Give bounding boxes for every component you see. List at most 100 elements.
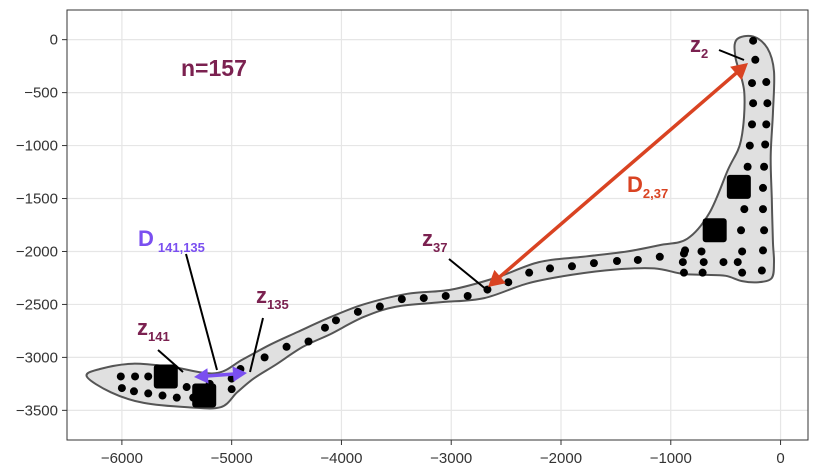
data-point bbox=[697, 247, 706, 256]
n-label: n=157 bbox=[181, 55, 247, 81]
data-point bbox=[144, 389, 153, 398]
data-point bbox=[757, 266, 766, 275]
data-point bbox=[748, 120, 757, 129]
data-point bbox=[743, 162, 752, 171]
data-point bbox=[546, 264, 555, 273]
data-point bbox=[698, 268, 707, 277]
data-point bbox=[733, 258, 742, 267]
data-point bbox=[172, 393, 181, 402]
data-point bbox=[397, 295, 406, 304]
d-141-135-arrow bbox=[194, 366, 247, 384]
d-141-135-arrowhead-start bbox=[194, 368, 209, 384]
d-141-135-arrowhead-end bbox=[232, 366, 247, 382]
data-point bbox=[320, 323, 329, 332]
d-2-37-line bbox=[496, 70, 740, 280]
data-point bbox=[679, 268, 688, 277]
d-141-135-line bbox=[205, 372, 236, 378]
data-point bbox=[304, 337, 313, 346]
data-point bbox=[282, 342, 291, 351]
x-tick-label: −5000 bbox=[211, 450, 253, 467]
data-point bbox=[260, 353, 269, 362]
z141-leader bbox=[157, 349, 184, 373]
data-point bbox=[760, 162, 769, 171]
data-point bbox=[116, 372, 125, 381]
data-point bbox=[738, 247, 747, 256]
z2-label: z2 bbox=[690, 32, 708, 61]
d-2-37-label: D2,37 bbox=[627, 172, 668, 201]
d-2-37-arrowhead-start bbox=[488, 269, 506, 287]
data-point bbox=[441, 291, 450, 300]
data-point bbox=[129, 387, 138, 396]
highlighted-point bbox=[702, 218, 727, 243]
data-point bbox=[375, 302, 384, 311]
data-point bbox=[749, 36, 758, 45]
data-point bbox=[612, 257, 621, 266]
data-point bbox=[504, 278, 513, 287]
data-point bbox=[719, 258, 728, 267]
highlighted-points bbox=[153, 174, 751, 408]
d-141-135-label: D 141,135 bbox=[138, 226, 205, 255]
data-point bbox=[738, 268, 747, 277]
highlighted-point bbox=[726, 174, 751, 199]
z135-label: z135 bbox=[256, 283, 289, 312]
y-tick-label: −2500 bbox=[16, 296, 58, 313]
x-tick-label: −4000 bbox=[320, 450, 362, 467]
data-point bbox=[182, 383, 191, 392]
data-point bbox=[758, 246, 767, 255]
z37-leader bbox=[448, 258, 488, 291]
x-axis: −6000 −5000 −4000 −3000 −2000 −1000 0 bbox=[101, 440, 785, 467]
y-tick-label: 0 bbox=[50, 32, 58, 49]
y-tick-label: −2000 bbox=[16, 243, 58, 260]
data-point bbox=[117, 384, 126, 393]
y-tick-label: −3500 bbox=[16, 402, 58, 419]
data-point bbox=[655, 252, 664, 261]
z141-label: z141 bbox=[137, 315, 170, 344]
data-point bbox=[758, 205, 767, 214]
highlighted-point bbox=[192, 383, 217, 408]
data-point bbox=[761, 140, 770, 149]
z2-leader bbox=[718, 49, 745, 61]
leader-lines bbox=[157, 49, 745, 373]
data-point bbox=[740, 205, 749, 214]
z37-label: z37 bbox=[422, 226, 447, 255]
data-point bbox=[762, 120, 771, 129]
data-point bbox=[589, 259, 598, 268]
data-point bbox=[525, 268, 534, 277]
data-point bbox=[679, 249, 688, 258]
x-tick-label: −1000 bbox=[650, 450, 692, 467]
y-tick-label: −3000 bbox=[16, 349, 58, 366]
y-tick-label: −1000 bbox=[16, 138, 58, 155]
d141-leader bbox=[185, 253, 218, 371]
data-point bbox=[760, 226, 769, 235]
data-point bbox=[353, 307, 362, 316]
y-tick-label: −500 bbox=[24, 85, 58, 102]
y-axis: 0 −500 −1000 −1500 −2000 −2500 −3000 −3500 bbox=[16, 32, 67, 419]
data-point bbox=[144, 372, 153, 381]
data-point bbox=[751, 55, 760, 64]
x-tick-label: −2000 bbox=[540, 450, 582, 467]
data-point bbox=[678, 258, 687, 267]
data-point bbox=[227, 385, 236, 394]
d-2-37-arrow bbox=[488, 63, 748, 287]
data-point bbox=[158, 391, 167, 400]
x-tick-label: −3000 bbox=[430, 450, 472, 467]
data-point bbox=[748, 79, 757, 88]
y-tick-label: −1500 bbox=[16, 191, 58, 208]
data-point bbox=[567, 262, 576, 271]
data-point bbox=[463, 291, 472, 300]
d-2-37-arrowhead-end bbox=[730, 63, 748, 81]
data-point bbox=[749, 99, 758, 108]
data-point bbox=[758, 183, 767, 192]
data-point bbox=[131, 372, 140, 381]
data-point bbox=[745, 141, 754, 150]
data-point bbox=[762, 78, 771, 87]
data-point bbox=[633, 255, 642, 264]
plot-panel-border bbox=[66, 9, 809, 441]
data-point bbox=[699, 258, 708, 267]
x-tick-label: −6000 bbox=[101, 450, 143, 467]
x-tick-label: 0 bbox=[776, 450, 784, 467]
data-point bbox=[763, 99, 772, 108]
data-point bbox=[419, 294, 428, 303]
z135-leader bbox=[249, 317, 264, 373]
